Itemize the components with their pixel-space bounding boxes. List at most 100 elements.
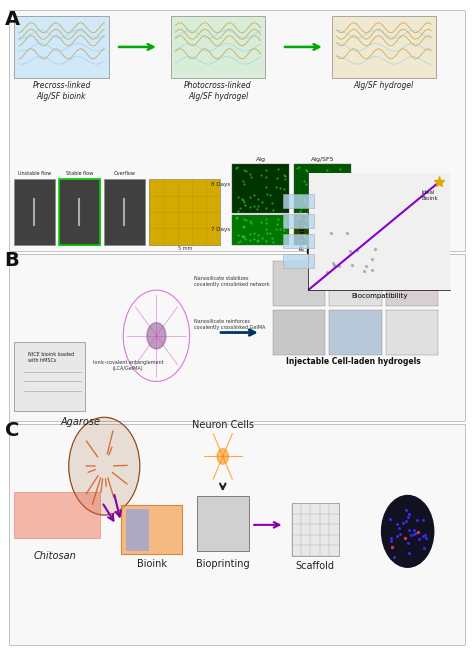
Point [414,527,422,537]
Point [301,220,308,231]
Point [273,219,281,230]
Bar [332,16,436,78]
Point [302,222,310,233]
Point [233,213,241,223]
Point [263,228,270,238]
Point [236,235,244,246]
Point [324,228,332,238]
Point [240,164,248,175]
Point [331,260,339,271]
Text: Photocross-linked
Alg/SF hydrogel: Photocross-linked Alg/SF hydrogel [184,82,252,101]
Point [238,194,246,204]
Point [255,194,262,204]
Point [262,165,270,175]
Point [247,218,255,228]
Point [408,530,415,541]
Text: Alg/SF hydrogel: Alg/SF hydrogel [354,82,414,91]
Point [406,525,413,535]
Text: 7 Days: 7 Days [211,227,230,232]
Point [240,232,247,243]
Point [369,264,376,274]
Bar [9,424,465,645]
Circle shape [69,417,140,515]
Point [240,179,248,190]
Bar [171,16,265,78]
Bar [292,503,339,556]
Point [262,203,269,213]
Point [323,267,331,277]
Point [258,232,266,243]
Point [342,184,350,194]
Point [410,525,418,535]
Text: 5 mm: 5 mm [178,246,192,252]
Point [296,206,303,216]
Point [298,203,305,213]
Point [393,531,401,541]
Bar [329,310,382,355]
Point [303,234,310,244]
Point [404,538,411,548]
Point [303,166,311,176]
Point [324,171,332,182]
Point [246,216,254,227]
Point [255,230,262,241]
Point [402,505,410,515]
Point [336,261,343,272]
Point [274,164,282,174]
Text: Ideal
Bioink: Ideal Bioink [422,190,438,201]
Bar [232,215,289,244]
Point [405,548,412,558]
Point [269,237,277,247]
Point [272,182,279,192]
Point [295,230,303,240]
Point [337,224,345,235]
Point [269,205,277,215]
Point [419,531,427,541]
Point [254,236,261,246]
Point [396,528,403,539]
Point [388,542,395,552]
Point [301,176,308,186]
Point [330,259,338,270]
Point [266,190,274,200]
Text: C: C [5,421,19,439]
Point [308,216,315,227]
Point [421,530,428,541]
Point [419,514,427,525]
Point [315,201,323,211]
Text: Injectable Cell-laden hydrogels: Injectable Cell-laden hydrogels [286,357,420,366]
Text: Printed scaffolds: Printed scaffolds [306,246,400,256]
Text: Scaffold: Scaffold [296,561,335,570]
Point [236,203,244,213]
Point [323,203,331,213]
Point [301,194,308,205]
Bar [9,254,465,421]
Point [258,170,265,181]
Point [250,234,258,244]
Text: Alg: Alg [255,156,266,162]
Point [274,213,282,224]
Point [262,224,270,234]
Point [234,230,241,240]
Point [246,169,254,179]
Point [282,171,289,182]
Point [232,213,239,223]
Point [234,206,242,216]
Point [309,218,316,228]
Point [246,235,254,246]
Point [262,181,270,192]
Point [361,265,368,276]
Bar [283,254,314,268]
Bar [283,214,314,228]
Point [234,237,242,248]
Point [240,222,248,233]
Text: Ionic-covalent entanglement
(LCA/GelMA): Ionic-covalent entanglement (LCA/GelMA) [93,360,163,371]
Bar [273,310,325,355]
Point [329,233,337,243]
Text: Bioprinting: Bioprinting [196,559,250,569]
Point [241,234,249,244]
Point [308,169,315,179]
Bar [14,342,85,411]
Point [302,179,310,190]
Point [312,201,319,211]
